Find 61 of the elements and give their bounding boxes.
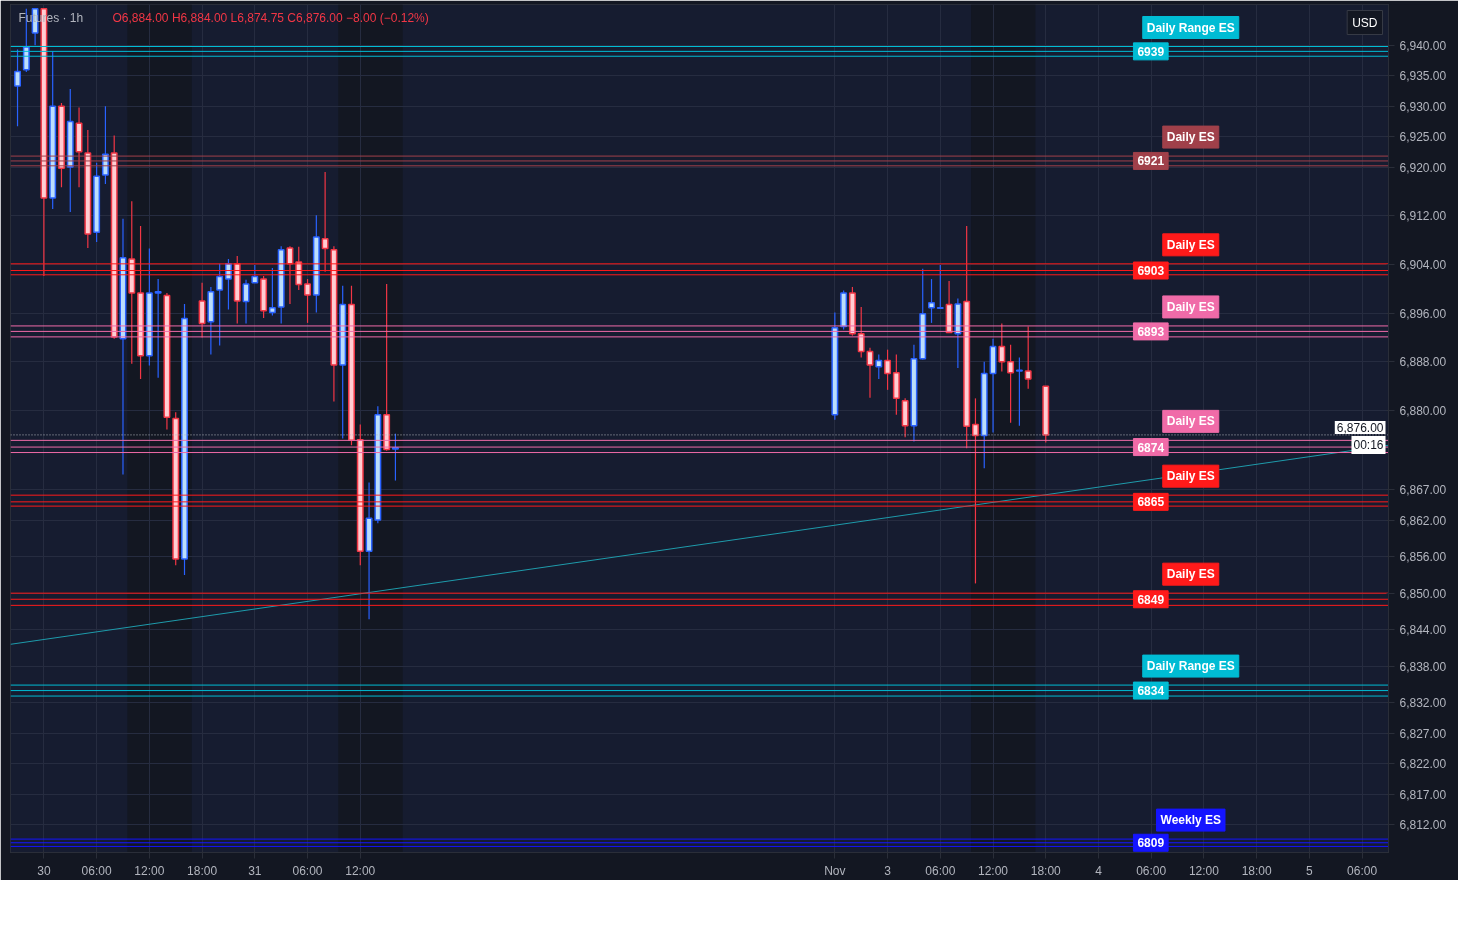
y-tick-label: 6,912.00 xyxy=(1399,209,1447,224)
x-tick-label: Nov xyxy=(824,863,846,878)
annotation: Daily Range ES xyxy=(1146,659,1235,674)
ref-line-label: 6834 xyxy=(1137,684,1165,699)
x-tick-label: 06:00 xyxy=(925,863,956,878)
y-tick-label: 6,896.00 xyxy=(1399,306,1447,321)
y-tick-label: 6,904.00 xyxy=(1399,257,1447,272)
x-tick-label: 31 xyxy=(248,863,262,878)
x-tick-label: 06:00 xyxy=(292,863,323,878)
y-tick-label: 6,880.00 xyxy=(1399,404,1447,419)
ref-line-label: 6,876.00 xyxy=(1336,420,1384,435)
x-tick-label: 06:00 xyxy=(1136,863,1167,878)
y-tick-label: 6,930.00 xyxy=(1399,99,1447,114)
x-tick-label: 4 xyxy=(1095,863,1103,878)
ref-line-label: 6893 xyxy=(1137,324,1165,339)
x-tick-label: 30 xyxy=(37,863,51,878)
x-tick-label: 18:00 xyxy=(187,863,218,878)
ref-line-label: 6865 xyxy=(1137,495,1165,510)
y-tick-label: 6,832.00 xyxy=(1399,696,1447,711)
y-tick-label: 6,862.00 xyxy=(1399,513,1447,528)
x-tick-label: 12:00 xyxy=(978,863,1009,878)
x-tick-label: 5 xyxy=(1306,863,1314,878)
ref-line-label: 6874 xyxy=(1137,440,1165,455)
x-tick-label: 12:00 xyxy=(345,863,376,878)
y-tick-label: 6,940.00 xyxy=(1399,38,1447,53)
y-tick-label: 6,844.00 xyxy=(1399,623,1447,638)
annotation: Daily ES xyxy=(1166,567,1215,582)
x-tick-label: 12:00 xyxy=(134,863,165,878)
ref-line-label: 6939 xyxy=(1137,44,1165,59)
y-tick-label: 6,817.00 xyxy=(1399,787,1447,802)
y-tick-label: 6,867.00 xyxy=(1399,483,1447,498)
text: O6,884.00 H6,884.00 L6,874.75 C6,876.00 −8.00 (−0.12%) xyxy=(112,10,429,25)
y-tick-label: 6,850.00 xyxy=(1399,586,1447,601)
x-tick-label: 06:00 xyxy=(1347,863,1378,878)
x-tick-label: 12:00 xyxy=(1188,863,1220,878)
annotation: Daily Range ES xyxy=(1146,20,1235,35)
annotation: Daily ES xyxy=(1166,237,1215,252)
ref-line-label: 6903 xyxy=(1137,264,1165,279)
x-tick-label: 3 xyxy=(884,863,892,878)
y-tick-label: 6,812.00 xyxy=(1399,818,1447,832)
ref-line-label: 6849 xyxy=(1137,592,1165,607)
ref-line-label: 6809 xyxy=(1137,836,1165,851)
annotation: Daily ES xyxy=(1166,299,1215,314)
x-tick-label: 06:00 xyxy=(81,863,112,878)
y-tick-label: 6,888.00 xyxy=(1399,355,1447,370)
annotation: Weekly ES xyxy=(1160,813,1222,828)
annotation: Daily ES xyxy=(1166,130,1215,145)
y-tick-label: 6,838.00 xyxy=(1399,659,1447,674)
y-tick-label: 6,822.00 xyxy=(1399,757,1447,772)
y-tick-label: 6,856.00 xyxy=(1399,550,1447,565)
annotation: Daily ES xyxy=(1166,414,1215,429)
y-tick-label: 6,925.00 xyxy=(1399,130,1447,145)
annotation: Daily ES xyxy=(1166,469,1215,484)
annotation: USD xyxy=(1352,15,1378,30)
x-tick-label: 18:00 xyxy=(1030,863,1062,878)
y-tick-label: 6,827.00 xyxy=(1399,726,1447,741)
y-tick-label: 6,935.00 xyxy=(1399,69,1447,84)
ref-line-label: 6921 xyxy=(1137,154,1165,169)
y-tick-label: 6,920.00 xyxy=(1399,160,1447,175)
annotation: 00:16 xyxy=(1353,437,1384,452)
x-tick-label: 18:00 xyxy=(1241,863,1273,878)
